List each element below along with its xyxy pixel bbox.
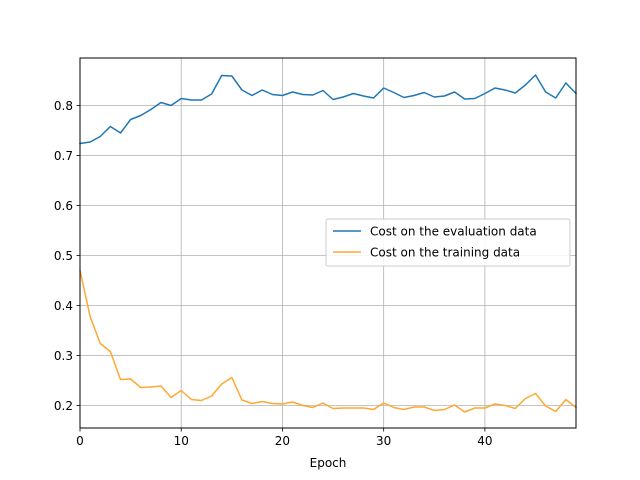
legend: Cost on the evaluation data Cost on the … [325, 218, 571, 267]
x-tick-label: 40 [477, 434, 492, 448]
x-tick-label: 20 [275, 434, 290, 448]
series-lines [79, 74, 578, 413]
x-tick-label: 0 [76, 434, 84, 448]
y-tick-label: 0.8 [54, 99, 73, 113]
y-tick-label: 0.4 [54, 299, 73, 313]
training-cost-line [79, 269, 578, 413]
y-tick-label: 0.3 [54, 349, 73, 363]
y-tick-label: 0.5 [54, 249, 73, 263]
legend-label-evaluation: Cost on the evaluation data [370, 225, 537, 239]
x-tick-label: 30 [376, 434, 391, 448]
x-tick-label: 10 [174, 434, 189, 448]
x-axis-label: Epoch [310, 456, 347, 470]
gridlines [79, 58, 576, 428]
y-tick-label: 0.6 [54, 199, 73, 213]
evaluation-cost-line [79, 74, 578, 145]
legend-box [325, 218, 571, 267]
y-tick-label: 0.2 [54, 399, 73, 413]
legend-label-training: Cost on the training data [370, 246, 520, 260]
plot-area-frame [79, 57, 577, 429]
y-tick-label: 0.7 [54, 149, 73, 163]
axis-ticks: 0 10 20 30 40 0.2 0.3 0.4 0.5 0.6 0.7 0.8 [54, 99, 493, 448]
